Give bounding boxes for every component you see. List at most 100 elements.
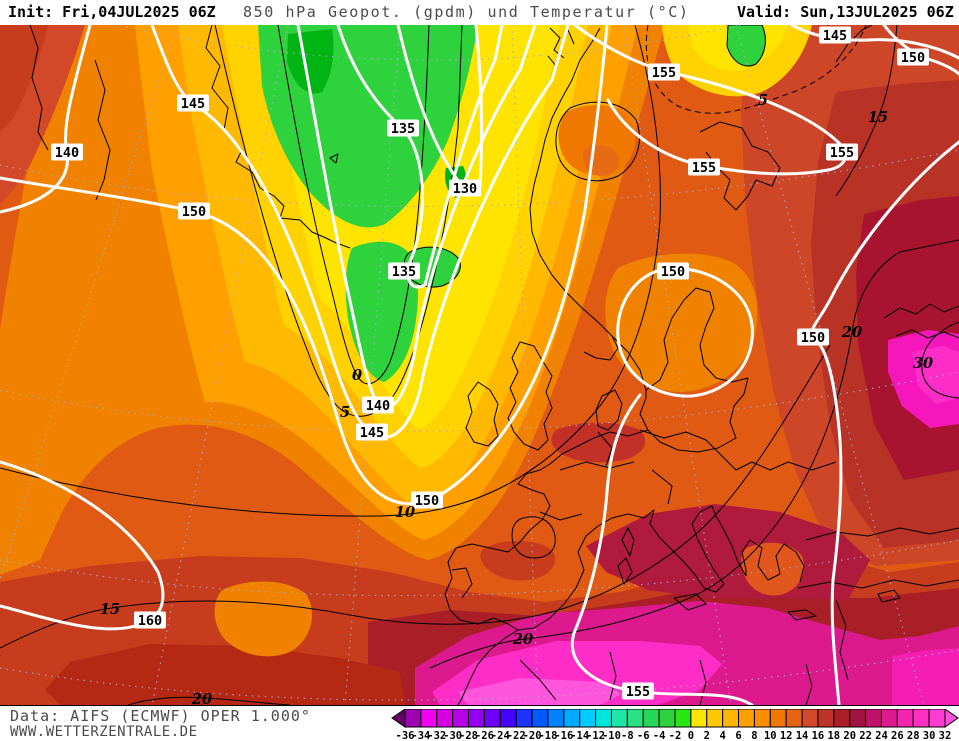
temperature-label: 0 — [352, 367, 362, 384]
colorbar-tick-label: -24 — [491, 730, 510, 741]
colorbar-tick-label: 10 — [764, 730, 777, 741]
colorbar-cell — [833, 709, 851, 728]
geopotential-label: 150 — [178, 202, 210, 220]
svg-text:145: 145 — [360, 425, 384, 441]
geopotential-label: 150 — [411, 491, 443, 509]
colorbar-cell — [817, 709, 835, 728]
colorbar-cell — [404, 709, 422, 728]
colorbar-cell — [706, 709, 724, 728]
colorbar-cell — [610, 709, 628, 728]
geopotential-label-layer: 1401451501351301351401451501551451501551… — [51, 26, 929, 700]
colorbar-cell — [436, 709, 454, 728]
valid-time-label: Valid: Sun,13JUL2025 06Z — [737, 3, 954, 21]
temperature-contours — [0, 25, 959, 705]
colorbar-cell — [865, 709, 882, 728]
colorbar-tick-label: -18 — [538, 730, 557, 741]
colorbar-tick-label: 26 — [891, 730, 904, 741]
colorbar-tick-label: 6 — [735, 730, 741, 741]
colorbar-arrow-right — [944, 709, 959, 728]
colorbar-tick-label: -4 — [653, 730, 666, 741]
colorbar-cell — [769, 709, 787, 728]
chart-title: 850 hPa Geopot. (gpdm) und Temperatur (°… — [243, 3, 690, 21]
geopotential-label: 150 — [657, 262, 689, 280]
colorbar-tick-label: -16 — [554, 730, 573, 741]
colorbar-tick-label: 24 — [875, 730, 888, 741]
colorbar-tick-label: -2 — [669, 730, 682, 741]
colorbar-tick-label: 0 — [688, 730, 694, 741]
colorbar-cell — [579, 709, 597, 728]
chart-footer: Data: AIFS (ECMWF) OPER 1.000° WWW.WETTE… — [0, 706, 959, 741]
colorbar-cell — [896, 709, 914, 728]
colorbar-cell — [563, 709, 581, 728]
chart-header: Init: Fri,04JUL2025 06Z 850 hPa Geopot. … — [0, 0, 959, 25]
colorbar-tick-label: 20 — [843, 730, 856, 741]
colorbar-tick-label: -26 — [475, 730, 494, 741]
colorbar-arrow-left — [391, 709, 406, 728]
colorbar-cell — [531, 709, 549, 728]
website-label: WWW.WETTERZENTRALE.DE — [10, 724, 198, 740]
svg-text:150: 150 — [901, 50, 925, 66]
svg-text:155: 155 — [692, 160, 716, 176]
svg-text:150: 150 — [801, 330, 825, 346]
colorbar-tick-label: 4 — [719, 730, 725, 741]
geopotential-label: 150 — [897, 48, 929, 66]
colorbar-tick-label: -34 — [411, 730, 430, 741]
geopotential-label: 145 — [177, 94, 209, 112]
colorbar-tick-label: -20 — [523, 730, 542, 741]
geopotential-label: 155 — [688, 158, 720, 176]
geopotential-label: 155 — [622, 682, 654, 700]
svg-text:155: 155 — [626, 684, 650, 700]
colorbar-cell — [483, 709, 501, 728]
colorbar-tick-label: 12 — [780, 730, 793, 741]
colorbar-tick-label: -12 — [586, 730, 605, 741]
geopotential-label: 135 — [388, 262, 420, 280]
colorbar-tick-label: 14 — [796, 730, 809, 741]
svg-text:160: 160 — [138, 613, 162, 629]
svg-text:150: 150 — [661, 264, 685, 280]
colorbar-cell — [690, 709, 708, 728]
geopotential-label: 155 — [826, 143, 858, 161]
temperature-colorbar: -36-34-32-30-28-26-24-22-20-18-16-14-12-… — [391, 709, 959, 741]
colorbar-cell — [468, 709, 485, 728]
colorbar-tick-label: -36 — [396, 730, 415, 741]
svg-text:150: 150 — [415, 493, 439, 509]
colorbar-tick-label: 32 — [939, 730, 952, 741]
temperature-label: 30 — [913, 355, 933, 372]
geopotential-label: 150 — [797, 328, 829, 346]
weather-map: 1401451501351301351401451501551451501551… — [0, 25, 959, 706]
geopotential-label: 130 — [449, 179, 481, 197]
colorbar-cell — [626, 709, 644, 728]
colorbar-cell — [880, 709, 898, 728]
colorbar-cell — [420, 709, 438, 728]
geopotential-label: 145 — [356, 423, 388, 441]
colorbar-cell — [912, 709, 930, 728]
colorbar-cell — [547, 709, 565, 728]
svg-text:155: 155 — [830, 145, 854, 161]
svg-text:150: 150 — [182, 204, 206, 220]
temperature-fill-regions — [0, 25, 959, 705]
geopotential-label: 155 — [648, 63, 680, 81]
colorbar-tick-label: 8 — [751, 730, 757, 741]
svg-text:135: 135 — [391, 121, 415, 137]
temperature-label: 20 — [841, 324, 862, 341]
temperature-label: 20 — [191, 691, 212, 706]
colorbar-tick-label: 2 — [704, 730, 710, 741]
geopotential-label: 160 — [134, 611, 166, 629]
colorbar-tick-label: 28 — [907, 730, 920, 741]
colorbar-tick-label: -6 — [637, 730, 650, 741]
colorbar-cell — [753, 709, 771, 728]
geopotential-label: 140 — [362, 396, 394, 414]
colorbar-cell — [849, 709, 867, 728]
colorbar-tick-label: -32 — [427, 730, 446, 741]
temperature-label: 20 — [512, 631, 533, 648]
colorbar-tick-label: -30 — [443, 730, 462, 741]
graticule — [0, 25, 959, 705]
colorbar-cell — [452, 709, 470, 728]
svg-text:140: 140 — [55, 145, 79, 161]
colorbar-cell — [595, 709, 612, 728]
colorbar-tick-label: -8 — [621, 730, 634, 741]
data-source-label: Data: AIFS (ECMWF) OPER 1.000° — [10, 707, 311, 725]
colorbar-cell — [928, 709, 946, 728]
svg-text:135: 135 — [392, 264, 416, 280]
